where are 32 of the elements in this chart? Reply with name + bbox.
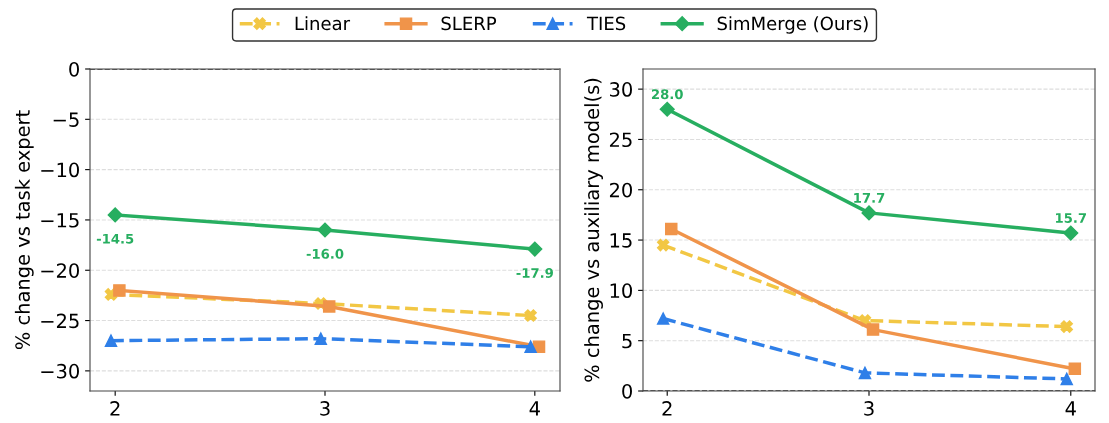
- y-tick-label: −20: [41, 263, 79, 278]
- legend-label: TIES: [586, 16, 626, 31]
- y-tick-label: −15: [41, 213, 79, 228]
- legend-label: SLERP: [441, 16, 497, 31]
- y-tick-label: 25: [609, 132, 632, 148]
- x-tick-label: 3: [320, 401, 330, 416]
- y-axis-title: % change vs task expert: [14, 110, 34, 350]
- y-tick-label: 0: [69, 61, 79, 77]
- data-label: -16.0: [306, 248, 344, 259]
- y-tick-label: 10: [610, 283, 632, 299]
- x-tick-label: 3: [864, 401, 874, 416]
- data-label: -14.5: [96, 233, 134, 244]
- y-axis-title: % change vs auxiliary model(s): [584, 78, 603, 382]
- x-tick-label: 2: [110, 401, 120, 416]
- y-tick-label: −30: [41, 363, 79, 379]
- y-tick-label: −25: [41, 313, 79, 329]
- y-tick-label: −10: [41, 162, 79, 178]
- x-tick-label: 4: [529, 401, 540, 416]
- data-label: -17.9: [516, 267, 553, 278]
- x-tick-label: 4: [1065, 401, 1076, 416]
- data-label: 17.7: [854, 193, 885, 203]
- data-label: 28.0: [651, 89, 683, 100]
- y-tick-label: 5: [622, 333, 632, 349]
- legend-label: Linear: [295, 16, 351, 31]
- y-tick-label: −5: [53, 112, 79, 127]
- data-label: 15.7: [1056, 213, 1087, 223]
- x-tick-label: 2: [662, 401, 672, 416]
- y-tick-label: 0: [622, 383, 632, 399]
- y-tick-label: 20: [609, 182, 632, 198]
- legend-label: SimMerge (Ours): [717, 16, 868, 34]
- y-tick-label: 30: [610, 82, 632, 97]
- y-tick-label: 15: [610, 233, 632, 248]
